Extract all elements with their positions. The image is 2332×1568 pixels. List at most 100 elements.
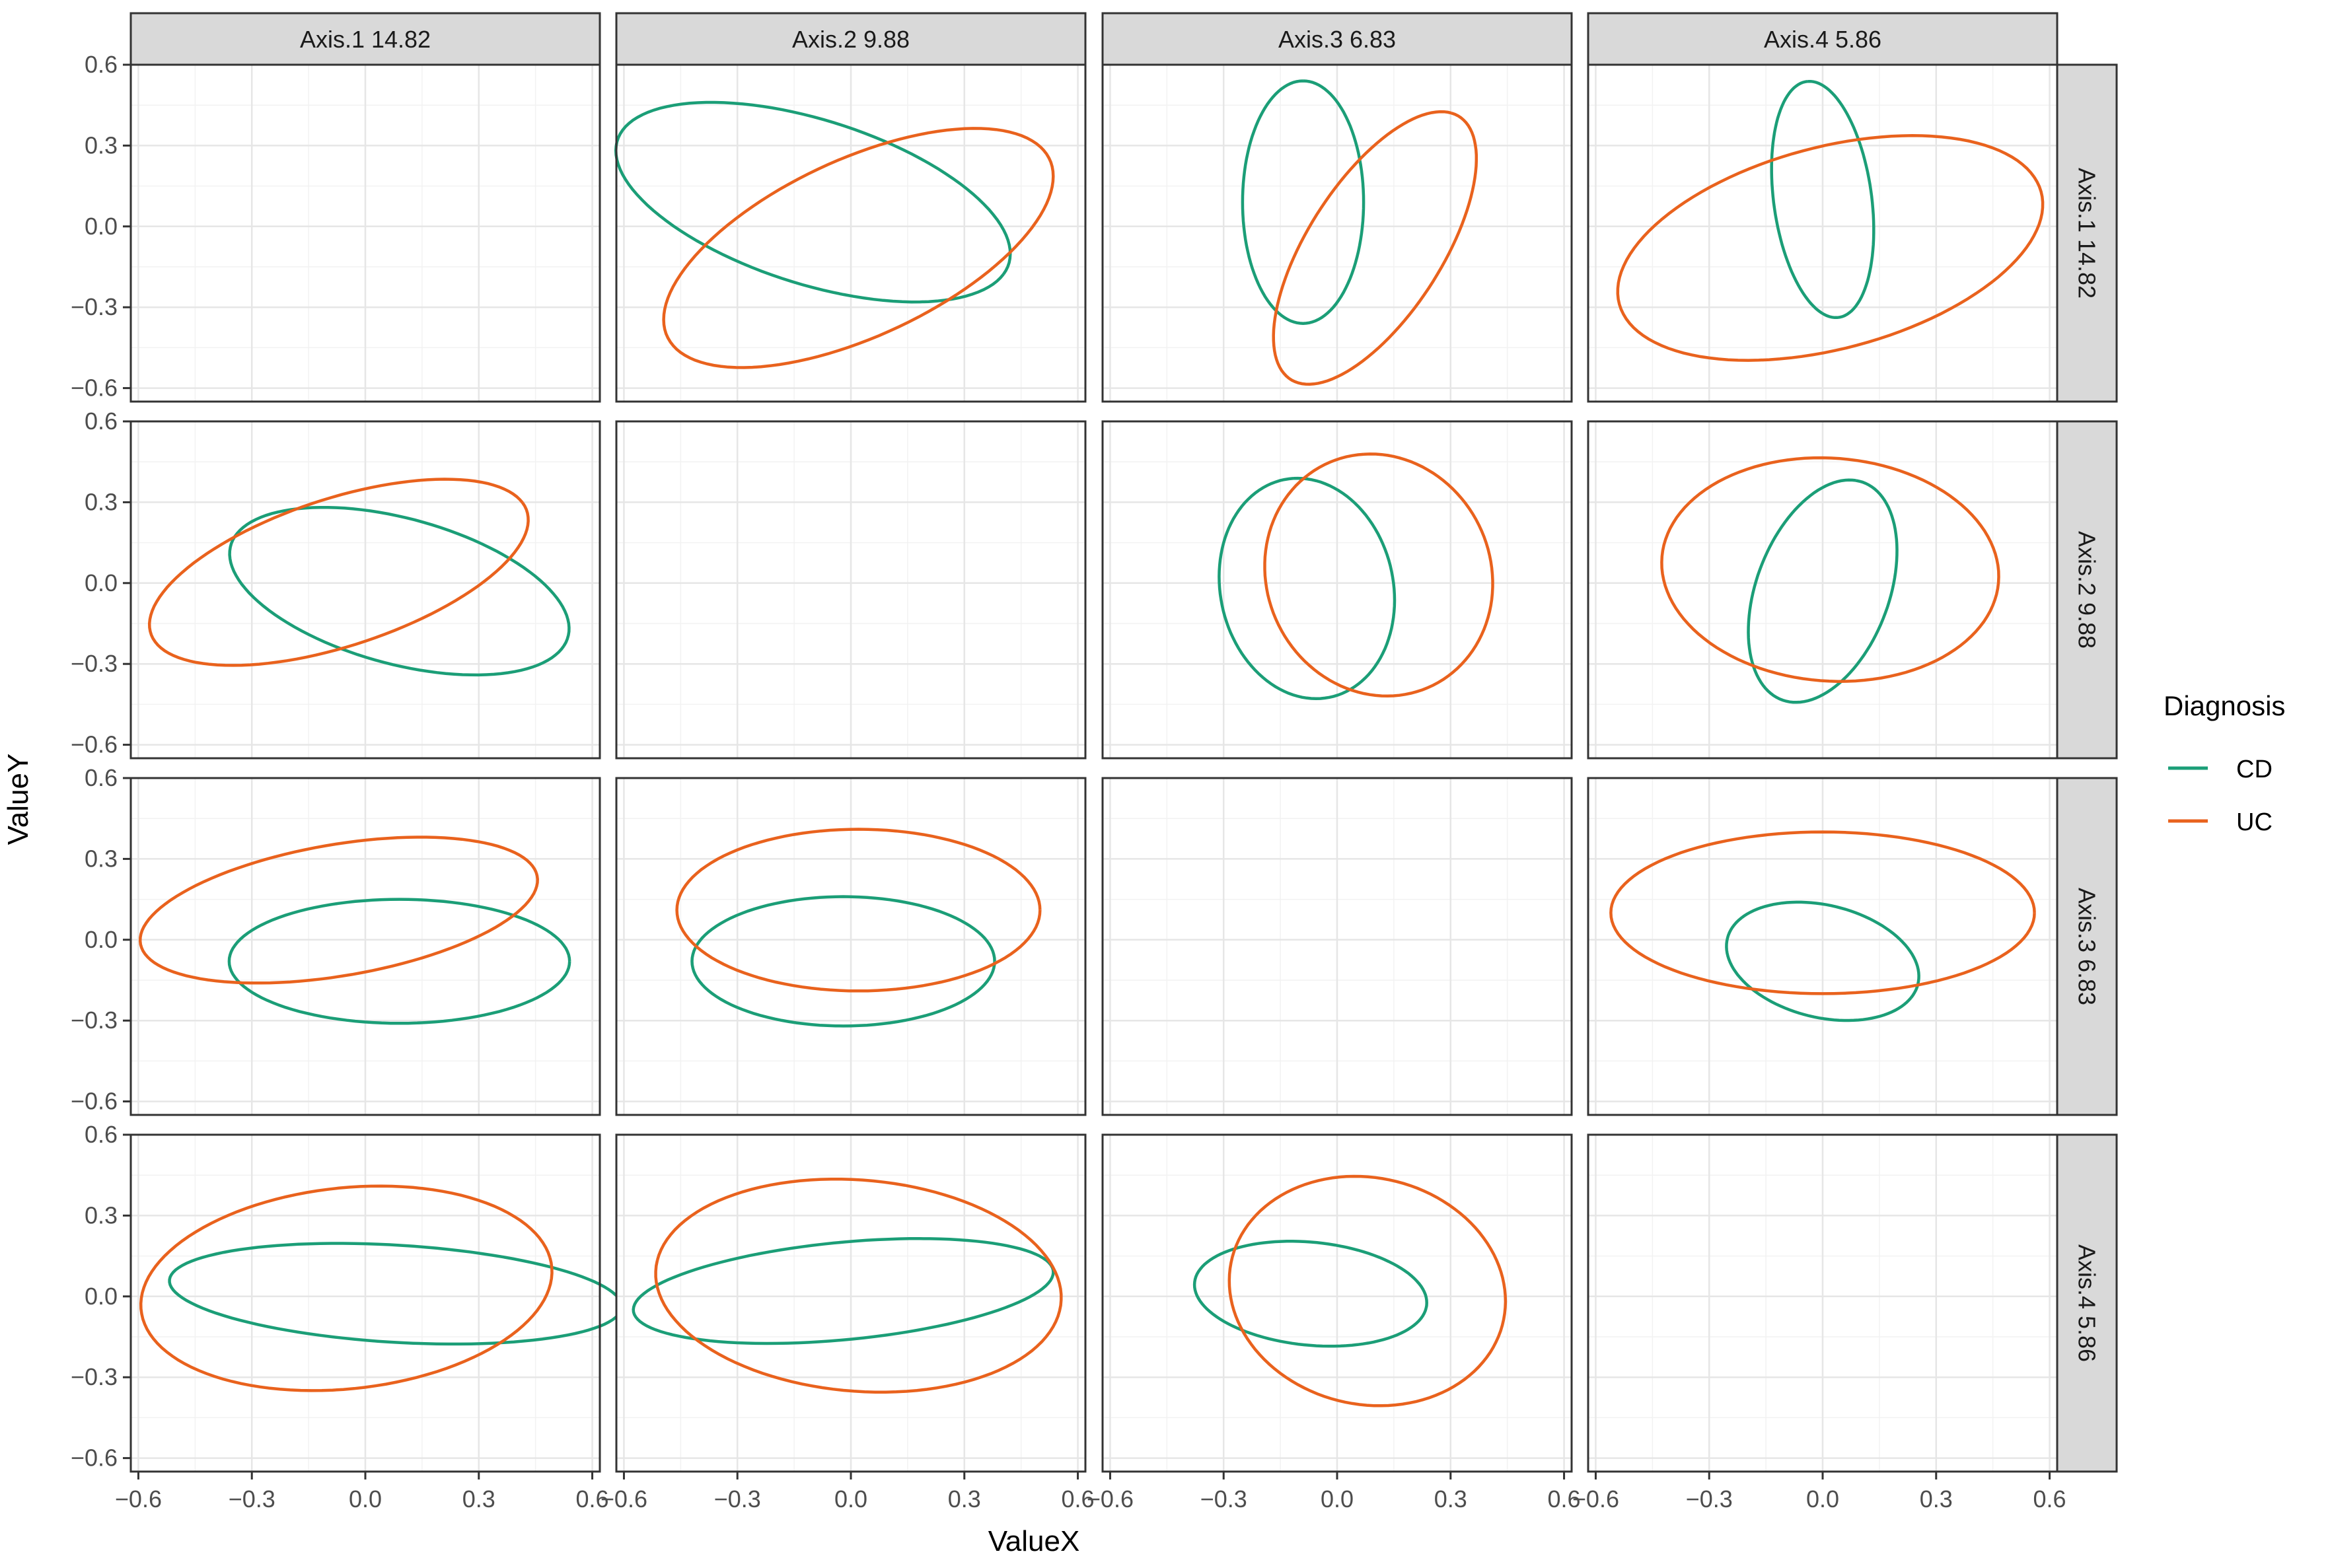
y-tick-label: −0.3 [71, 1363, 118, 1390]
row-strip-4: Axis.4 5.86 [2056, 1133, 2118, 1473]
x-tick-label: 0.3 [1920, 1485, 1953, 1513]
ellipse-cd [614, 100, 1012, 304]
panel-r4-c1: −0.6 −0.3 0.0 0.3 0.6 −0.6 −0.3 0.0 0.3 0.6 [71, 1121, 624, 1513]
panel-border [615, 777, 1087, 1116]
x-tick-label: 0.3 [1434, 1485, 1467, 1513]
ellipse-uc [139, 1184, 554, 1392]
ellipse-cd [1725, 900, 1920, 1022]
row-strip-label: Axis.4 5.86 [2074, 1244, 2101, 1362]
y-tick-label: −0.6 [71, 731, 118, 758]
facet-grid: −0.6−0.30.00.30.6−0.6−0.30.00.30.6−0.6−0… [71, 12, 2118, 1513]
row-strip-label: Axis.1 14.82 [2074, 168, 2101, 299]
column-strip-label: Axis.4 5.86 [1764, 26, 1881, 53]
x-tick-label: −0.3 [1686, 1485, 1733, 1513]
panel-r2-c1: −0.6 −0.3 0.0 0.3 0.6 [71, 408, 601, 760]
ellipse-uc [1616, 134, 2045, 362]
ellipse-cd [1747, 478, 1899, 704]
column-strip-2: Axis.2 9.88 [615, 12, 1087, 66]
ellipse-cd [1218, 476, 1397, 701]
y-axis-title: ValueY [2, 754, 34, 845]
panel-r4-c2: −0.6 −0.3 0.0 0.3 0.6 [601, 1133, 1095, 1513]
ellipse-cd [168, 1242, 624, 1346]
y-tick-label: 0.3 [85, 1201, 118, 1229]
column-strip-label: Axis.1 14.82 [300, 26, 431, 53]
x-tick-label: 0.3 [948, 1485, 981, 1513]
panel-r2-c4 [1587, 420, 2059, 760]
strip-background [2056, 420, 2118, 760]
y-tick-label: −0.3 [71, 650, 118, 677]
x-tick-label: −0.6 [601, 1485, 647, 1513]
panel-r3-c3 [1101, 777, 1573, 1116]
x-tick-label: 0.3 [462, 1485, 495, 1513]
panel-r1-c3 [1101, 63, 1573, 403]
y-tick-label: −0.6 [71, 1088, 118, 1115]
panel-r3-c4 [1587, 777, 2059, 1116]
ellipse-cd [1770, 79, 1876, 320]
panel-r3-c2 [615, 777, 1087, 1116]
ellipse-uc [1263, 452, 1494, 698]
y-tick-label: 0.0 [85, 926, 118, 953]
panel-border [129, 777, 601, 1116]
y-tick-label: 0.0 [85, 1283, 118, 1310]
x-tick-label: 0.6 [1548, 1485, 1581, 1513]
strip-background [2056, 63, 2118, 403]
x-tick-label: 0.6 [1062, 1485, 1095, 1513]
y-tick-label: 0.0 [85, 569, 118, 596]
strip-background [2056, 777, 2118, 1116]
ellipse-uc [1272, 110, 1478, 386]
strip-background [1101, 12, 1573, 66]
y-tick-label: 0.6 [85, 1121, 118, 1148]
ellipse-uc [1227, 1174, 1508, 1408]
x-tick-label: −0.6 [115, 1485, 162, 1513]
row-strip-label: Axis.3 6.83 [2074, 888, 2101, 1005]
x-tick-label: 0.0 [1321, 1485, 1354, 1513]
legend-title: Diagnosis [2164, 690, 2285, 721]
x-tick-label: 0.0 [1806, 1485, 1839, 1513]
row-strip-2: Axis.2 9.88 [2056, 420, 2118, 760]
strip-background [129, 12, 601, 66]
panel-r3-c1: −0.6 −0.3 0.0 0.3 0.6 [71, 764, 601, 1116]
x-tick-label: 0.0 [349, 1485, 382, 1513]
row-strip-label: Axis.2 9.88 [2074, 531, 2101, 649]
column-strip-label: Axis.3 6.83 [1278, 26, 1396, 53]
panel-r1-c4 [1587, 63, 2059, 403]
x-tick-label: −0.3 [1200, 1485, 1247, 1513]
ellipse-uc [662, 127, 1055, 369]
y-tick-label: −0.3 [71, 1007, 118, 1034]
y-tick-label: 0.6 [85, 408, 118, 435]
x-tick-label: 0.6 [2033, 1485, 2066, 1513]
strip-background [2056, 1133, 2118, 1473]
y-tick-label: 0.6 [85, 764, 118, 791]
x-axis-title: ValueX [988, 1525, 1080, 1557]
y-tick-label: −0.3 [71, 293, 118, 320]
panel-r4-c3: −0.6 −0.3 0.0 0.3 0.6 [1087, 1133, 1581, 1513]
ellipse-cd [632, 1237, 1055, 1345]
x-tick-label: −0.6 [1087, 1485, 1134, 1513]
column-strip-3: Axis.3 6.83 [1101, 12, 1573, 66]
column-strip-label: Axis.2 9.88 [792, 26, 910, 53]
ellipse-cd [1241, 79, 1366, 325]
panel-r1-c1: −0.6 −0.3 0.0 0.3 0.6 [71, 51, 601, 403]
x-tick-label: −0.3 [229, 1485, 275, 1513]
y-tick-label: −0.6 [71, 1444, 118, 1472]
legend: Diagnosis CD UC [2164, 690, 2285, 836]
panel-border [615, 420, 1087, 760]
y-tick-label: 0.0 [85, 213, 118, 240]
strip-background [1587, 12, 2059, 66]
y-tick-label: 0.6 [85, 51, 118, 78]
strip-background [615, 12, 1087, 66]
panel-border [129, 420, 601, 760]
x-tick-label: −0.3 [714, 1485, 761, 1513]
x-tick-label: −0.6 [1572, 1485, 1619, 1513]
ellipse-cd [690, 895, 996, 1028]
panel-r4-c4: −0.6 −0.3 0.0 0.3 0.6 [1572, 1133, 2066, 1513]
x-tick-label: 0.6 [576, 1485, 609, 1513]
ellipse-uc [675, 828, 1042, 993]
y-tick-label: 0.3 [85, 131, 118, 159]
legend-label: UC [2236, 808, 2273, 836]
legend-item-uc: UC [2168, 808, 2273, 836]
column-strip-4: Axis.4 5.86 [1587, 12, 2059, 66]
panel-r1-c2 [614, 63, 1087, 403]
y-tick-label: 0.3 [85, 845, 118, 872]
